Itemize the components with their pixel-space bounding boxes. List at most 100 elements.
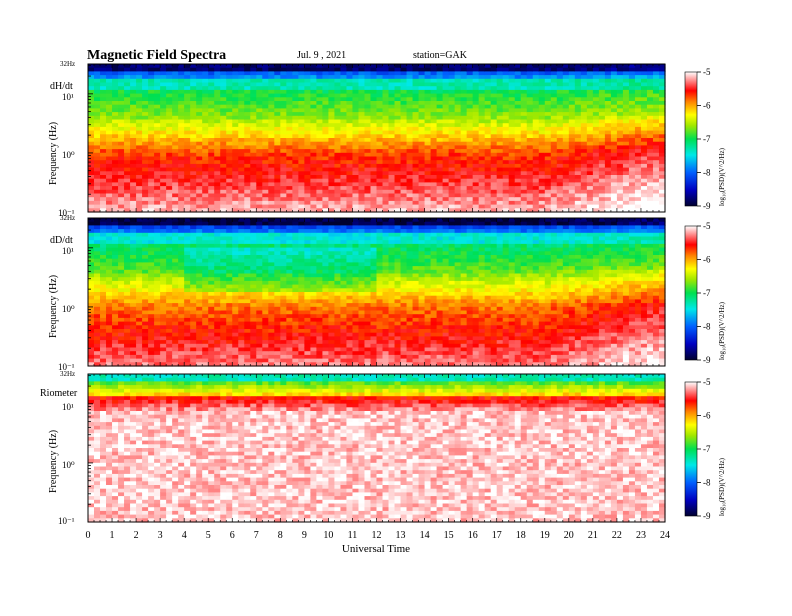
spectrogram-cell-dh-dt [389,105,396,109]
spectrogram-cell-dd-dt [136,296,143,300]
spectrogram-cell-dh-dt [581,205,588,209]
spectrogram-cell-dh-dt [178,175,185,179]
spectrogram-cell-dd-dt [94,225,101,229]
spectrogram-cell-dh-dt [268,127,275,131]
spectrogram-cell-dh-dt [533,112,540,116]
spectrogram-cell-dh-dt [352,142,359,146]
spectrogram-cell-dh-dt [172,75,179,79]
spectrogram-cell-dh-dt [569,145,576,149]
spectrogram-cell-dh-dt [425,138,432,142]
spectrogram-cell-dh-dt [377,97,384,101]
spectrogram-cell-dh-dt [479,194,486,198]
spectrogram-cell-dh-dt [316,68,323,72]
spectrogram-cell-dd-dt [208,322,215,326]
spectrogram-cell-dh-dt [497,171,504,175]
spectrogram-cell-dh-dt [316,94,323,98]
spectrogram-cell-dh-dt [370,194,377,198]
spectrogram-cell-dh-dt [545,145,552,149]
spectrogram-cell-dh-dt [431,175,438,179]
spectrogram-cell-dh-dt [419,145,426,149]
spectrogram-cell-dh-dt [503,205,510,209]
spectrogram-cell-dh-dt [587,142,594,146]
spectrogram-cell-dd-dt [136,288,143,292]
spectrogram-cell-dh-dt [455,79,462,83]
spectrogram-cell-dh-dt [154,197,161,201]
spectrogram-cell-dd-dt [160,329,167,333]
spectrogram-cell-dh-dt [352,205,359,209]
spectrogram-cell-dd-dt [220,266,227,270]
spectrogram-cell-dh-dt [352,83,359,87]
spectrogram-cell-dh-dt [298,116,305,120]
spectrogram-cell-dh-dt [431,186,438,190]
spectrogram-cell-dh-dt [286,123,293,127]
spectrogram-cell-dh-dt [172,194,179,198]
spectrogram-cell-dh-dt [346,94,353,98]
spectrogram-cell-dh-dt [479,138,486,142]
spectrogram-cell-dh-dt [629,86,636,90]
spectrogram-cell-dh-dt [503,182,510,186]
spectrogram-cell-dh-dt [94,186,101,190]
spectrogram-cell-dh-dt [124,179,131,183]
spectrogram-cell-dd-dt [124,259,131,263]
spectrogram-cell-dd-dt [112,322,119,326]
spectrogram-cell-dd-dt [154,329,161,333]
spectrogram-cell-dh-dt [467,112,474,116]
spectrogram-cell-dh-dt [533,190,540,194]
spectrogram-cell-dh-dt [647,168,654,172]
spectrogram-cell-dh-dt [100,71,107,75]
spectrogram-cell-dh-dt [647,201,654,205]
spectrogram-cell-dh-dt [130,179,137,183]
spectrogram-cell-dh-dt [527,153,534,157]
spectrogram-cell-dd-dt [112,222,119,226]
spectrogram-cell-dh-dt [563,101,570,105]
spectrogram-cell-dh-dt [641,197,648,201]
spectrogram-cell-dh-dt [569,131,576,135]
spectrogram-cell-dh-dt [635,71,642,75]
spectrogram-cell-dh-dt [467,116,474,120]
spectrogram-cell-dh-dt [437,168,444,172]
spectrogram-cell-dh-dt [220,127,227,131]
spectrogram-cell-dh-dt [226,142,233,146]
spectrogram-cell-dd-dt [154,336,161,340]
spectrogram-cell-dd-dt [160,251,167,255]
spectrogram-cell-dh-dt [220,175,227,179]
spectrogram-cell-dh-dt [383,168,390,172]
spectrogram-cell-dd-dt [160,288,167,292]
spectrogram-cell-dh-dt [226,194,233,198]
spectrogram-cell-dh-dt [503,83,510,87]
spectrogram-cell-dd-dt [142,329,149,333]
spectrogram-cell-dh-dt [497,116,504,120]
spectrogram-cell-dd-dt [190,270,197,274]
spectrogram-cell-dh-dt [485,145,492,149]
spectrogram-cell-dd-dt [100,299,107,303]
spectrogram-cell-dh-dt [268,83,275,87]
spectrogram-cell-dh-dt [106,171,113,175]
spectrogram-cell-dh-dt [202,201,209,205]
spectrogram-cell-dh-dt [196,153,203,157]
spectrogram-cell-dh-dt [629,190,636,194]
spectrogram-cell-dh-dt [244,94,251,98]
spectrogram-cell-dh-dt [629,131,636,135]
spectrogram-cell-dd-dt [112,288,119,292]
spectrogram-cell-dh-dt [346,79,353,83]
spectrogram-cell-dh-dt [310,138,317,142]
spectrogram-cell-dh-dt [581,142,588,146]
spectrogram-cell-dh-dt [274,138,281,142]
spectrogram-cell-dh-dt [130,105,137,109]
spectrogram-cell-dh-dt [569,116,576,120]
spectrogram-cell-dh-dt [190,182,197,186]
spectrogram-cell-dh-dt [563,149,570,153]
spectrogram-cell-dh-dt [268,168,275,172]
spectrogram-cell-dh-dt [527,197,534,201]
spectrogram-cell-dh-dt [88,94,95,98]
spectrogram-cell-dh-dt [647,205,654,209]
spectrogram-cell-dh-dt [383,160,390,164]
spectrogram-cell-dh-dt [533,145,540,149]
spectrogram-cell-dh-dt [653,94,660,98]
spectrogram-cell-dd-dt [118,307,125,311]
spectrogram-cell-dd-dt [124,281,131,285]
spectrogram-cell-dh-dt [431,120,438,124]
spectrogram-cell-dh-dt [479,94,486,98]
spectrogram-cell-dh-dt [94,168,101,172]
spectrogram-cell-dh-dt [509,197,516,201]
